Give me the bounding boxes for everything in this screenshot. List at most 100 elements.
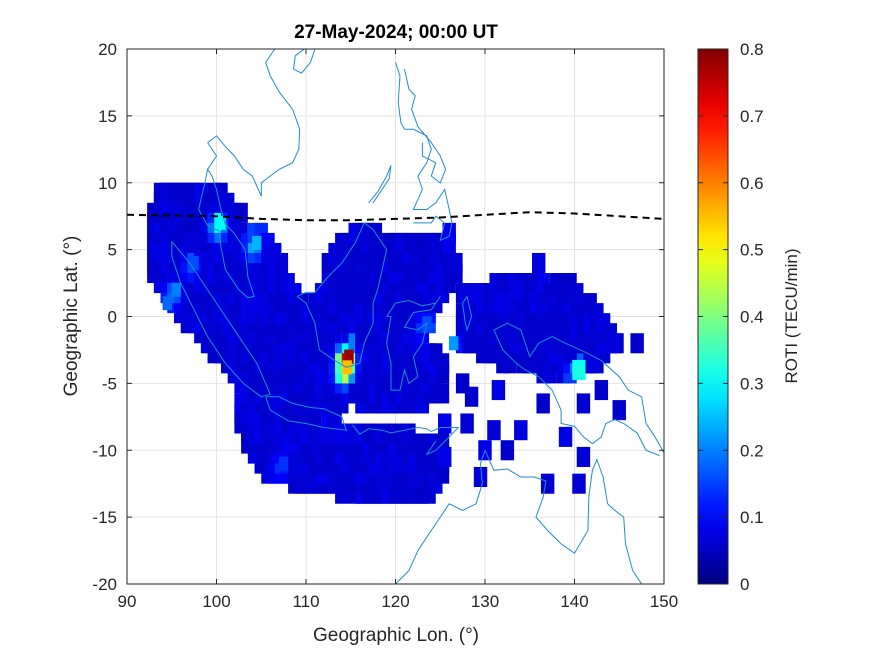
coastline xyxy=(207,49,301,197)
colorbar-tick-label: 0.8 xyxy=(740,40,764,59)
coastline xyxy=(484,450,643,584)
roti-cell xyxy=(570,283,584,304)
roti-cell xyxy=(234,202,248,223)
colorbar-tick-label: 0.3 xyxy=(740,374,764,393)
roti-cell xyxy=(455,373,470,394)
roti-cell xyxy=(449,252,463,274)
roti-cell xyxy=(523,339,537,360)
roti-cell xyxy=(491,380,506,401)
roti-cell xyxy=(505,313,519,334)
roti-hotspot xyxy=(252,235,262,250)
y-tick-label: 15 xyxy=(98,107,117,126)
x-tick-label: 120 xyxy=(381,592,409,611)
roti-cell xyxy=(438,446,452,467)
roti-cell xyxy=(487,420,501,441)
roti-hotspot xyxy=(278,456,289,471)
y-axis-label: Geographic Lat. (°) xyxy=(61,236,82,397)
x-tick-label: 140 xyxy=(560,592,588,611)
y-tick-label: -10 xyxy=(92,441,117,460)
roti-cell xyxy=(473,466,488,488)
coastline xyxy=(395,62,453,242)
coastlines xyxy=(171,0,664,584)
roti-cell xyxy=(558,426,573,447)
x-axis-ticks: 90 100 110 120 130 140 150 xyxy=(118,49,678,611)
roti-cell xyxy=(514,420,528,441)
colorbar-tick-label: 0.4 xyxy=(740,308,764,327)
y-tick-label: 20 xyxy=(98,40,117,59)
x-tick-label: 150 xyxy=(650,592,678,611)
coastline xyxy=(396,0,409,22)
colorbar-tick-label: 0.1 xyxy=(740,508,764,527)
coastline xyxy=(293,49,316,74)
roti-cell xyxy=(612,400,626,421)
roti-cells xyxy=(147,182,644,504)
roti-cell xyxy=(536,393,550,414)
y-tick-label: -15 xyxy=(92,508,117,527)
colorbar-label: ROTI (TECU/min) xyxy=(782,248,801,383)
roti-cell xyxy=(540,473,555,494)
colorbar-ticks: 0 0.1 0.2 0.3 0.4 0.5 0.6 0.7 0.8 xyxy=(698,40,764,594)
roti-cell xyxy=(435,353,450,374)
roti-cell xyxy=(549,313,564,334)
coastline xyxy=(198,168,255,299)
x-axis-label: Geographic Lon. (°) xyxy=(313,625,479,646)
coastline xyxy=(265,396,348,431)
roti-cell xyxy=(438,413,452,434)
x-tick-label: 90 xyxy=(118,592,137,611)
roti-cell xyxy=(460,413,474,434)
roti-hotspot xyxy=(344,349,354,364)
coastline xyxy=(171,241,271,398)
roti-cell xyxy=(442,222,456,243)
roti-cell xyxy=(531,252,546,274)
y-tick-label: -20 xyxy=(92,575,117,594)
coastline xyxy=(404,68,447,184)
coastline xyxy=(462,296,473,332)
roti-hotspot xyxy=(162,296,172,311)
roti-cell xyxy=(478,440,492,461)
chart-title: 27-May-2024; 00:00 UT xyxy=(294,22,498,43)
roti-hotspot xyxy=(574,365,584,380)
x-tick-label: 130 xyxy=(471,592,499,611)
coastline xyxy=(368,165,392,204)
y-tick-label: 5 xyxy=(108,241,117,260)
roti-hotspot xyxy=(448,336,459,351)
roti-cell xyxy=(563,339,577,360)
y-tick-label: 10 xyxy=(98,174,117,193)
roti-cell xyxy=(482,319,497,340)
x-tick-label: 100 xyxy=(202,592,230,611)
dashed-boundary-line xyxy=(126,211,665,222)
roti-cell xyxy=(509,279,524,300)
roti-cell xyxy=(527,313,541,334)
roti-cell xyxy=(630,333,644,354)
roti-hotspot xyxy=(216,215,226,230)
roti-hotspot xyxy=(171,282,181,297)
x-tick-label: 110 xyxy=(292,592,319,611)
roti-cell xyxy=(576,393,591,414)
coastline xyxy=(296,222,388,368)
roti-cell xyxy=(608,333,622,354)
roti-cell xyxy=(594,380,609,401)
roti-cell xyxy=(435,383,450,404)
coastline xyxy=(493,329,660,457)
roti-cell xyxy=(572,473,586,494)
colorbar-tick-label: 0.6 xyxy=(740,174,764,193)
roti-cell xyxy=(500,440,515,461)
y-tick-label: -5 xyxy=(102,374,117,393)
coastline xyxy=(493,322,664,454)
colorbar-tick-label: 0.2 xyxy=(740,441,764,460)
coastline xyxy=(395,450,486,584)
y-axis-ticks: -20 -15 -10 -5 0 5 10 15 20 xyxy=(92,40,664,594)
roti-hotspot xyxy=(189,255,199,271)
y-tick-label: 0 xyxy=(108,308,117,327)
coastline xyxy=(207,142,218,170)
coastline xyxy=(352,424,460,456)
colorbar-tick-label: 0.5 xyxy=(740,241,764,260)
coastline xyxy=(386,296,441,391)
colorbar-tick-label: 0 xyxy=(740,575,749,594)
roti-cell xyxy=(585,353,600,374)
roti-cell xyxy=(576,446,591,467)
roti-cell xyxy=(496,293,510,314)
colorbar-tick-label: 0.7 xyxy=(740,107,764,126)
roti-cell xyxy=(274,252,289,274)
